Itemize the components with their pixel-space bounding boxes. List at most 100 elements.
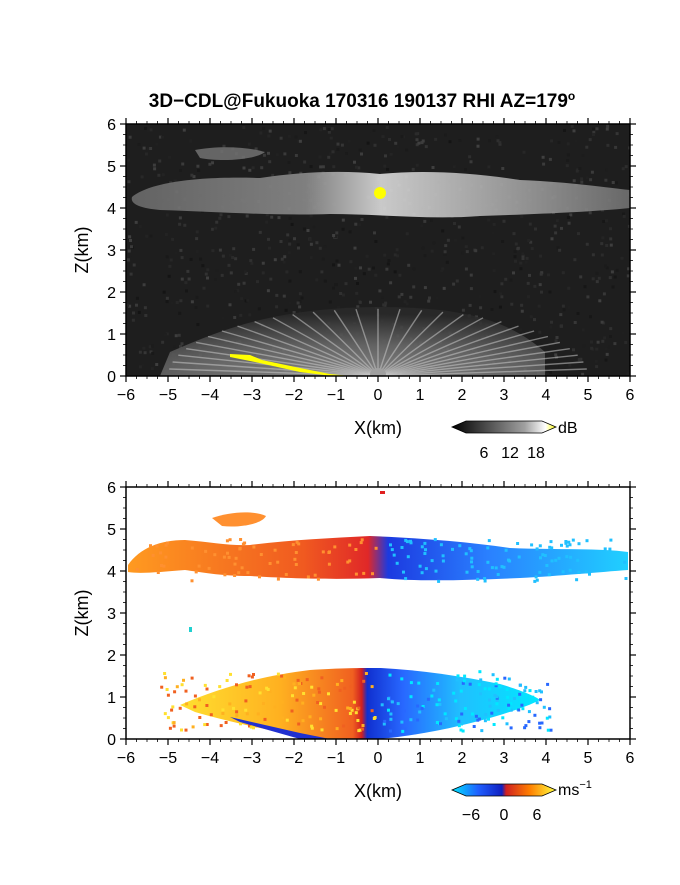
intensity-noise-pixel xyxy=(339,292,343,295)
intensity-noise-pixel xyxy=(127,249,131,253)
velocity-speckle-pixel xyxy=(608,547,612,551)
velocity-speckle-pixel xyxy=(387,708,390,712)
velocity-speckle-pixel xyxy=(488,698,491,702)
intensity-noise-pixel xyxy=(318,155,322,159)
intensity-noise-pixel xyxy=(303,160,307,164)
intensity-noise-pixel xyxy=(605,127,609,131)
velocity-speckle-pixel xyxy=(350,708,354,712)
intensity-noise-pixel xyxy=(548,290,552,294)
intensity-ground-echo xyxy=(230,354,350,376)
intensity-noise-pixel xyxy=(251,166,255,170)
velocity-speckle-pixel xyxy=(349,716,352,720)
intensity-noise-pixel xyxy=(626,372,630,376)
intensity-noise-pixel xyxy=(165,300,169,304)
intensity-noise-pixel xyxy=(136,131,140,135)
intensity-noise-pixel xyxy=(585,176,589,180)
intensity-noise-pixel xyxy=(248,313,252,317)
velocity-speckle-pixel xyxy=(518,692,522,696)
velocity-speckle-pixel xyxy=(173,690,177,694)
velocity-speckle-pixel xyxy=(470,565,474,569)
velocity-speckle-pixel xyxy=(476,570,480,573)
velocity-speckle-pixel xyxy=(320,676,324,680)
intensity-noise-pixel xyxy=(615,268,619,272)
intensity-noise-pixel xyxy=(256,280,259,284)
velocity-speckle-pixel xyxy=(316,577,320,581)
velocity-speckle-pixel xyxy=(516,542,520,545)
velocity-speckle-pixel xyxy=(420,571,424,575)
intensity-noise-pixel xyxy=(602,292,606,296)
intensity-noise-pixel xyxy=(259,131,263,135)
velocity-speckle-pixel xyxy=(554,558,558,562)
velocity-speckle-pixel xyxy=(409,695,413,699)
velocity-speckle-pixel xyxy=(530,543,534,547)
intensity-noise-pixel xyxy=(168,155,171,159)
intensity-noise-pixel xyxy=(335,259,339,263)
intensity-noise-pixel xyxy=(277,216,281,220)
intensity-x-tick-label: 0 xyxy=(374,387,383,404)
velocity-speckle-pixel xyxy=(459,689,463,693)
velocity-speckle-pixel xyxy=(487,687,491,691)
intensity-noise-pixel xyxy=(416,298,420,301)
intensity-noise-pixel xyxy=(502,219,506,223)
intensity-noise-pixel xyxy=(509,278,513,282)
intensity-x-tick-label: −5 xyxy=(159,387,177,404)
intensity-noise-pixel xyxy=(244,299,248,303)
intensity-noise-pixel xyxy=(218,216,222,220)
intensity-origin-echo xyxy=(370,368,386,376)
intensity-noise-pixel xyxy=(319,128,323,132)
velocity-speckle-pixel xyxy=(507,677,511,681)
velocity-speckle-pixel xyxy=(576,558,580,562)
velocity-speckle-pixel xyxy=(533,713,537,717)
intensity-noise-pixel xyxy=(228,303,232,307)
velocity-speckle-pixel xyxy=(571,538,575,542)
velocity-speckle-pixel xyxy=(424,548,427,552)
intensity-noise-pixel xyxy=(421,139,425,143)
intensity-noise-pixel xyxy=(127,158,131,162)
intensity-noise-pixel xyxy=(613,275,617,279)
intensity-noise-pixel xyxy=(320,270,324,274)
velocity-speckle-pixel xyxy=(458,544,462,548)
intensity-noise-pixel xyxy=(292,311,296,314)
intensity-noise-pixel xyxy=(573,258,577,262)
intensity-noise-pixel xyxy=(128,304,132,308)
intensity-noise-pixel xyxy=(247,142,251,146)
velocity-speckle-pixel xyxy=(159,551,163,555)
intensity-noise-pixel xyxy=(398,273,402,277)
intensity-noise-pixel xyxy=(604,178,608,182)
velocity-speckle-pixel xyxy=(203,723,207,727)
velocity-speckle-pixel xyxy=(276,672,280,676)
intensity-noise-pixel xyxy=(469,287,473,291)
velocity-speckle-pixel xyxy=(523,689,527,693)
intensity-noise-pixel xyxy=(308,238,312,242)
velocity-x-tick-label: 2 xyxy=(458,750,467,767)
velocity-speckle-pixel xyxy=(502,565,506,569)
velocity-speckle-pixel xyxy=(348,707,352,710)
intensity-noise-pixel xyxy=(385,126,389,129)
velocity-speckle-pixel xyxy=(239,722,242,726)
intensity-fan-ray xyxy=(169,368,379,376)
velocity-speckle-pixel xyxy=(470,556,474,560)
velocity-speckle-pixel xyxy=(540,690,543,694)
velocity-speckle-pixel xyxy=(483,579,487,583)
velocity-speckle-pixel xyxy=(346,560,350,564)
velocity-speckle-pixel xyxy=(539,698,543,702)
intensity-noise-pixel xyxy=(388,138,391,141)
intensity-noise-pixel xyxy=(358,148,362,152)
intensity-noise-pixel xyxy=(622,214,626,218)
velocity-speckle-pixel xyxy=(444,717,448,721)
velocity-speckle-pixel xyxy=(430,694,434,698)
intensity-noise-pixel xyxy=(539,272,543,276)
velocity-speckle-pixel xyxy=(235,710,239,714)
intensity-noise-pixel xyxy=(417,141,421,145)
intensity-noise-pixel xyxy=(242,281,246,285)
intensity-colorbar-unit: dB xyxy=(558,420,578,437)
velocity-speckle-pixel xyxy=(389,712,393,716)
intensity-noise-pixel xyxy=(415,143,419,147)
velocity-speckle-pixel xyxy=(245,685,249,689)
intensity-noise-pixel xyxy=(421,246,425,250)
velocity-speckle-pixel xyxy=(160,685,164,689)
velocity-y-tick-label: 2 xyxy=(107,648,116,665)
velocity-speckle-pixel xyxy=(488,704,492,708)
intensity-noise-pixel xyxy=(465,250,469,254)
intensity-noise-pixel xyxy=(609,227,612,231)
